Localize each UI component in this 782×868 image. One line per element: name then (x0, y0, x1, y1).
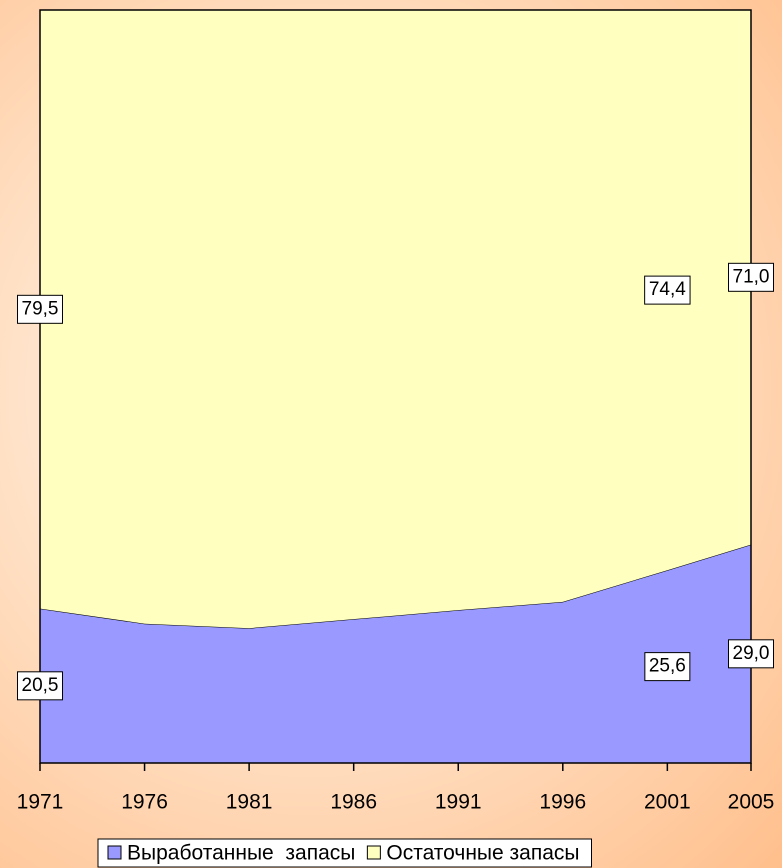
x-tick-label: 2005 (728, 791, 775, 814)
legend-swatch (107, 845, 122, 860)
data-label-box (728, 639, 774, 669)
x-tick-label: 1976 (121, 791, 168, 814)
data-label-box (728, 262, 774, 292)
data-label: 25,6 (649, 656, 686, 677)
data-label: 74,4 (649, 279, 686, 300)
data-label-box (644, 652, 691, 682)
data-label-group: 29,0 (728, 639, 774, 669)
data-label-box (17, 671, 63, 701)
data-label: 79,5 (22, 298, 59, 319)
data-label-group: 79,5 (17, 294, 63, 324)
x-tick-label: 1986 (330, 791, 377, 814)
legend-swatch (366, 845, 381, 860)
x-tick-label: 1981 (226, 791, 273, 814)
legend-box (97, 838, 592, 868)
legend: Выработанные запасы Остаточные запасы (97, 838, 592, 868)
area (40, 10, 751, 629)
data-label-group: 25,6 (644, 652, 691, 682)
data-label: 20,5 (22, 675, 59, 696)
data-label: 71,0 (733, 266, 770, 287)
legend-label: Остаточные запасы (386, 842, 579, 865)
data-label-box (17, 294, 63, 324)
data-label-box (644, 275, 691, 305)
data-label-group: 71,0 (728, 262, 774, 292)
x-tick-label: 1991 (435, 791, 482, 814)
x-tick-label: 1971 (17, 791, 64, 814)
data-label-group: 20,5 (17, 671, 63, 701)
x-tick-label: 2001 (644, 791, 691, 814)
legend-label: Выработанные запасы (127, 842, 355, 865)
plot-border (39, 9, 752, 764)
data-label-group: 74,4 (644, 275, 691, 305)
data-label: 29,0 (733, 643, 770, 664)
x-tick-label: 1996 (539, 791, 586, 814)
